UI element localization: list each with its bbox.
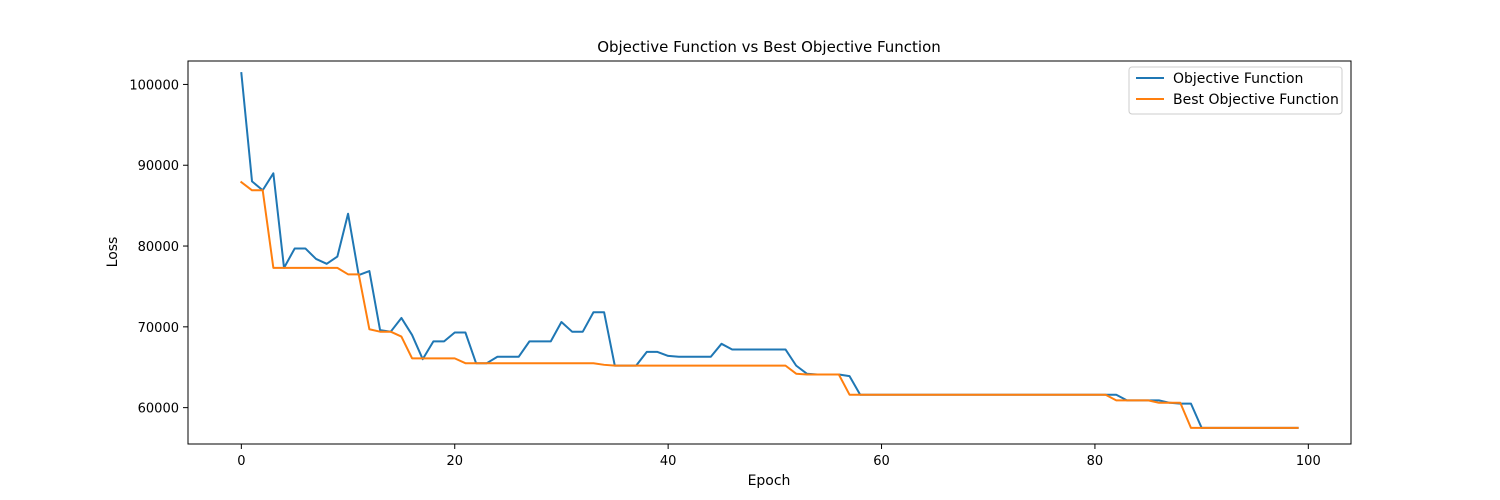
- legend-label-objective-function: Objective Function: [1173, 71, 1303, 87]
- y-tick-label: 70000: [138, 321, 179, 336]
- chart-title: Objective Function vs Best Objective Fun…: [597, 38, 941, 56]
- y-tick-label: 100000: [129, 78, 179, 93]
- legend: Objective Function Best Objective Functi…: [1128, 66, 1343, 115]
- y-axis-ticks: 60000 70000 80000 90000 100000: [129, 78, 188, 417]
- y-tick-label: 90000: [138, 159, 179, 174]
- x-tick-label: 20: [446, 454, 463, 469]
- y-axis-label: Loss: [105, 237, 121, 268]
- x-tick-label: 40: [660, 454, 677, 469]
- x-axis-ticks: 0 20 40 60 80 100: [237, 444, 1321, 469]
- plot-area: [239, 72, 1299, 429]
- x-tick-label: 80: [1087, 454, 1104, 469]
- y-tick-label: 80000: [138, 240, 179, 255]
- legend-box: [1128, 66, 1343, 115]
- series-line-objective-function: [240, 72, 1299, 429]
- y-tick-label: 60000: [138, 402, 179, 417]
- plot-frame: [187, 60, 1352, 445]
- x-tick-label: 0: [237, 454, 245, 469]
- x-tick-label: 100: [1296, 454, 1321, 469]
- legend-label-best-objective-function: Best Objective Function: [1173, 92, 1339, 108]
- x-tick-label: 60: [873, 454, 890, 469]
- series-line-best-objective-function: [239, 180, 1299, 429]
- x-axis-label: Epoch: [748, 473, 791, 489]
